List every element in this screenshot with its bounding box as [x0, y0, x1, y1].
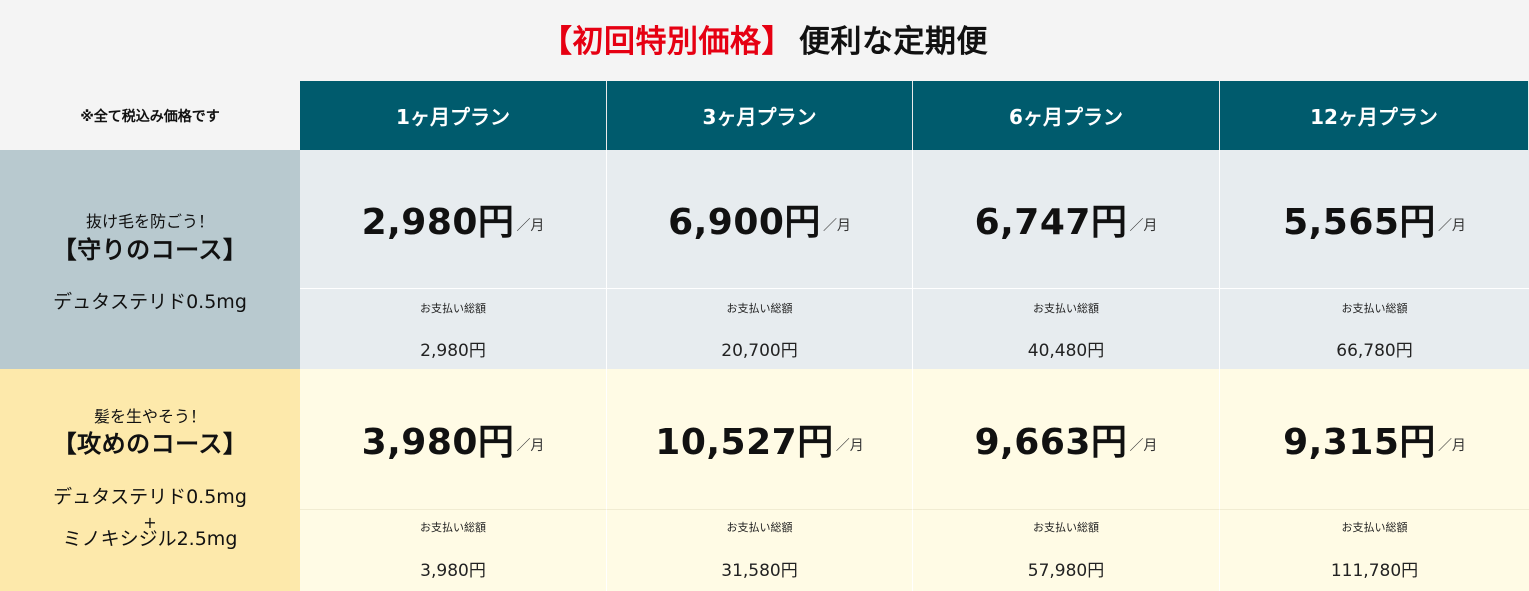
- total-label: お支払い総額: [1341, 302, 1408, 315]
- monthly-price-cell: 2,980円 ／月: [300, 150, 607, 289]
- page-title: 【初回特別価格】 便利な定期便: [0, 20, 1529, 64]
- total-value: 31,580円: [721, 561, 798, 581]
- monthly-price-cell: 9,663円 ／月: [913, 369, 1220, 510]
- price-unit: ／月: [822, 218, 851, 234]
- monthly-price: 6,747円: [974, 202, 1128, 243]
- course-label-defense: 抜け毛を防ごう！ 【守りのコース】 デュタステリド0.5mg: [0, 150, 300, 369]
- total-label: お支払い総額: [1341, 521, 1408, 534]
- total-label: お支払い総額: [1033, 521, 1099, 534]
- pricing-table: ※全て税込み価格です 1ヶ月プラン 3ヶ月プラン 6ヶ月プラン 12ヶ月プラン …: [0, 81, 1529, 591]
- price-unit: ／月: [516, 438, 545, 454]
- total-cell: お支払い総額 57,980円: [913, 510, 1220, 591]
- title-accent: 【初回特別価格】: [541, 24, 793, 60]
- course-drug-line: ミノキシジル2.5mg: [62, 528, 238, 550]
- total-label: お支払い総額: [420, 302, 486, 315]
- course-catch: 抜け毛を防ごう！: [85, 212, 214, 231]
- total-cell: お支払い総額 40,480円: [913, 289, 1220, 369]
- plan-header-12month: 12ヶ月プラン: [1220, 81, 1529, 150]
- course-drug-plus: +: [143, 513, 157, 532]
- total-cell: お支払い総額 20,700円: [607, 289, 913, 369]
- course-name: 【守りのコース】: [52, 236, 248, 264]
- total-label: お支払い総額: [726, 521, 793, 534]
- total-value: 20,700円: [721, 341, 798, 361]
- monthly-price: 9,315円: [1283, 422, 1436, 463]
- price-unit: ／月: [1129, 438, 1158, 454]
- total-label: お支払い総額: [726, 302, 793, 315]
- total-cell: お支払い総額 66,780円: [1220, 289, 1529, 369]
- price-unit: ／月: [516, 218, 545, 234]
- total-cell: お支払い総額 2,980円: [300, 289, 607, 369]
- tax-note: ※全て税込み価格です: [80, 108, 220, 125]
- total-value: 40,480円: [1027, 341, 1105, 361]
- monthly-price: 9,663円: [974, 422, 1128, 463]
- price-unit: ／月: [1437, 438, 1466, 454]
- monthly-price-cell: 6,747円 ／月: [913, 150, 1220, 289]
- total-label: お支払い総額: [420, 521, 486, 534]
- plan-header-3month: 3ヶ月プラン: [607, 81, 913, 150]
- monthly-price-cell: 5,565円 ／月: [1220, 150, 1529, 289]
- title-main: 便利な定期便: [799, 24, 988, 60]
- course-drug-line: デュタステリド0.5mg: [53, 486, 247, 508]
- total-label: お支払い総額: [1033, 302, 1099, 315]
- course-catch: 髪を生やそう！: [93, 407, 206, 426]
- course-label-attack: 髪を生やそう！ 【攻めのコース】 デュタステリド0.5mg + ミノキシジル2.…: [0, 369, 300, 591]
- course-name: 【攻めのコース】: [52, 430, 248, 458]
- total-cell: お支払い総額 31,580円: [607, 510, 913, 591]
- total-cell: お支払い総額 111,780円: [1220, 510, 1529, 591]
- course-drug-line: デュタステリド0.5mg: [53, 291, 247, 313]
- monthly-price: 6,900円: [668, 202, 821, 243]
- monthly-price-cell: 10,527円 ／月: [607, 369, 913, 510]
- plan-header-1month: 1ヶ月プラン: [300, 81, 607, 150]
- total-value: 111,780円: [1330, 561, 1419, 581]
- monthly-price: 10,527円: [655, 422, 834, 463]
- total-value: 57,980円: [1027, 561, 1105, 581]
- monthly-price: 3,980円: [361, 422, 515, 463]
- monthly-price: 5,565円: [1283, 202, 1436, 243]
- plan-header-6month: 6ヶ月プラン: [913, 81, 1220, 150]
- monthly-price: 2,980円: [361, 202, 515, 243]
- monthly-price-cell: 3,980円 ／月: [300, 369, 607, 510]
- total-cell: お支払い総額 3,980円: [300, 510, 607, 591]
- price-unit: ／月: [1437, 218, 1466, 234]
- price-unit: ／月: [835, 438, 864, 454]
- total-value: 66,780円: [1336, 341, 1413, 361]
- monthly-price-cell: 9,315円 ／月: [1220, 369, 1529, 510]
- total-value: 2,980円: [420, 341, 486, 361]
- monthly-price-cell: 6,900円 ／月: [607, 150, 913, 289]
- total-value: 3,980円: [420, 561, 486, 581]
- price-unit: ／月: [1129, 218, 1158, 234]
